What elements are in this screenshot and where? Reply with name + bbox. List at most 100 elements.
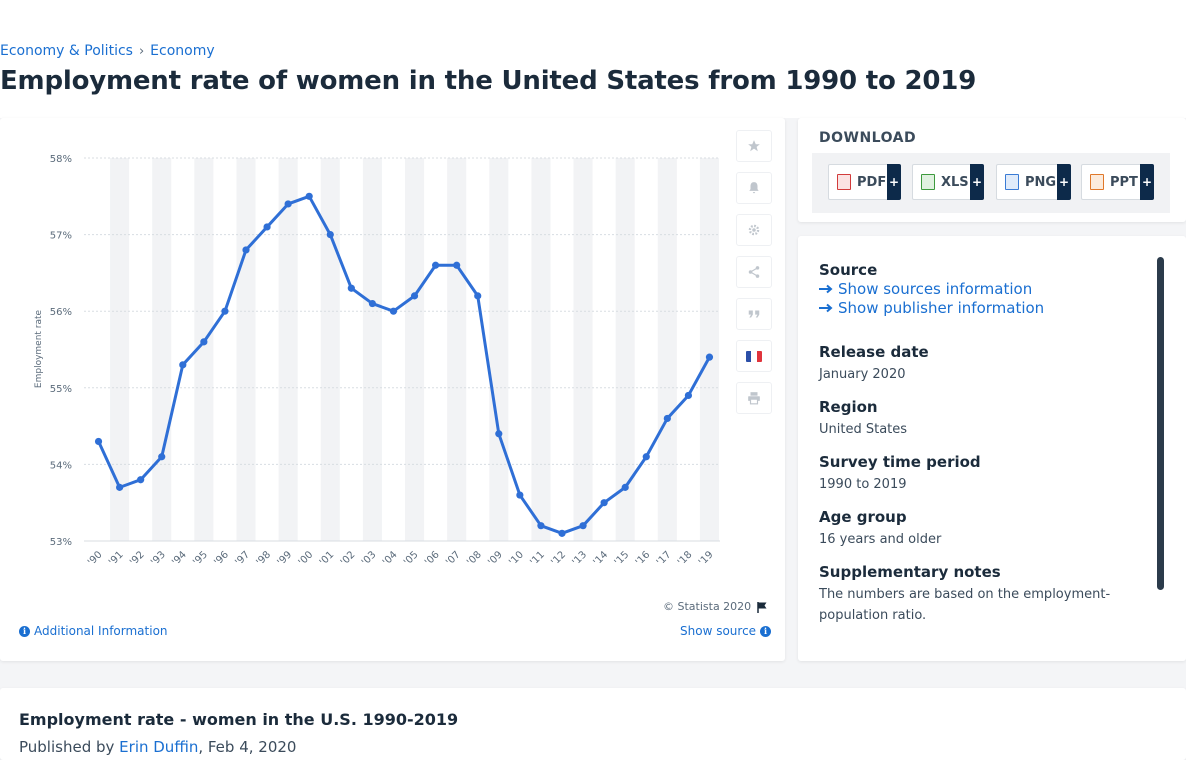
top-band — [0, 0, 1186, 118]
show-source-label: Show source — [680, 624, 757, 638]
share-button[interactable] — [736, 256, 772, 288]
x-tick-label: '17 — [655, 549, 674, 568]
x-tick-label: '90 — [86, 549, 105, 568]
age-group-label: Age group — [819, 508, 907, 526]
column-band — [489, 158, 509, 541]
x-tick-label: '06 — [423, 549, 442, 568]
supplementary-notes-section: Supplementary notes The numbers are base… — [819, 563, 1119, 626]
x-tick-label: '13 — [570, 549, 589, 568]
quote-icon — [748, 310, 760, 318]
release-date-section: Release date January 2020 — [819, 343, 929, 385]
x-tick-label: '00 — [297, 549, 316, 568]
column-band — [531, 158, 551, 541]
download-png-button[interactable]: PNG + — [996, 164, 1071, 200]
data-point — [537, 522, 545, 530]
source-section: Source Show sources information Show pub… — [819, 261, 1044, 317]
info-icon: i — [760, 625, 772, 637]
data-point — [516, 491, 524, 499]
breadcrumb-economy[interactable]: Economy — [150, 43, 215, 59]
survey-period-label: Survey time period — [819, 453, 981, 471]
report-flag-icon[interactable] — [756, 601, 768, 613]
ppt-plus: + — [1140, 164, 1154, 200]
metadata-card: Source Show sources information Show pub… — [798, 236, 1186, 661]
show-publisher-link[interactable]: Show publisher information — [819, 299, 1044, 317]
author-link[interactable]: Erin Duffin — [119, 738, 199, 756]
french-flag-icon — [746, 350, 762, 362]
published-date: , Feb 4, 2020 — [198, 738, 297, 756]
png-file-icon — [1005, 174, 1019, 190]
data-point — [705, 353, 714, 361]
show-sources-link[interactable]: Show sources information — [819, 280, 1044, 298]
settings-button[interactable] — [736, 214, 772, 246]
metadata-scrollbar[interactable] — [1157, 257, 1164, 590]
survey-period-value: 1990 to 2019 — [819, 477, 907, 492]
supplementary-notes-label: Supplementary notes — [819, 563, 1001, 581]
y-tick-label: 53% — [50, 537, 72, 548]
data-point — [137, 476, 145, 484]
download-xls-button[interactable]: XLS + — [912, 164, 984, 200]
x-tick-label: '99 — [276, 549, 295, 568]
x-tick-label: '04 — [381, 549, 400, 568]
region-section: Region United States — [819, 398, 907, 440]
column-band — [152, 158, 172, 541]
data-point — [242, 246, 250, 254]
data-point — [495, 430, 503, 438]
data-point — [326, 231, 334, 239]
print-button[interactable] — [736, 382, 772, 414]
data-point — [368, 299, 376, 308]
x-tick-label: '19 — [697, 549, 716, 568]
favorite-button[interactable] — [736, 130, 772, 162]
notification-button[interactable] — [736, 172, 772, 204]
x-tick-label: '09 — [486, 549, 505, 568]
chart-card: 53% 54% 55% 56% 57% 58% Employment rate '90'91 '… — [0, 118, 785, 661]
x-tick-label: '01 — [318, 549, 337, 568]
data-point — [179, 361, 187, 369]
ppt-file-icon — [1090, 174, 1104, 190]
x-tick-label: '11 — [528, 549, 547, 568]
x-tick-label: '93 — [149, 549, 168, 568]
breadcrumb-economy-politics[interactable]: Economy & Politics — [0, 43, 133, 59]
x-tick-label: '91 — [107, 549, 126, 568]
x-tick-label: '96 — [212, 549, 231, 568]
xls-label: XLS — [941, 174, 969, 190]
arrow-right-icon — [819, 303, 833, 313]
x-tick-label: '16 — [634, 549, 653, 568]
published-prefix: Published by — [19, 738, 115, 756]
age-group-section: Age group 16 years and older — [819, 508, 941, 550]
column-band — [573, 158, 593, 541]
show-source-link[interactable]: Show source i — [680, 624, 772, 638]
x-tick-label: '97 — [233, 549, 252, 568]
download-ppt-button[interactable]: PPT + — [1081, 164, 1154, 200]
copyright-text: © Statista 2020 — [663, 600, 752, 613]
data-point — [284, 200, 292, 208]
supplementary-notes-value: The numbers are based on the employment-… — [819, 587, 1111, 623]
x-tick-label: '07 — [444, 549, 463, 568]
y-tick-label: 54% — [50, 460, 72, 471]
y-axis-label: Employment rate — [34, 309, 44, 388]
additional-information-link[interactable]: i Additional Information — [19, 624, 168, 638]
x-tick-label: '92 — [128, 549, 147, 568]
column-band — [699, 158, 719, 541]
cite-button[interactable] — [736, 298, 772, 330]
x-tick-label: '12 — [549, 549, 568, 568]
column-band — [194, 158, 214, 541]
french-version-button[interactable] — [736, 340, 772, 372]
data-point — [453, 261, 461, 269]
bell-icon — [749, 182, 759, 194]
column-band — [657, 158, 677, 541]
x-tick-label: '14 — [592, 549, 611, 568]
breadcrumb-separator: › — [138, 43, 145, 59]
show-sources-label: Show sources information — [838, 280, 1033, 298]
data-point — [621, 483, 629, 491]
data-point — [221, 307, 229, 315]
region-label: Region — [819, 398, 878, 416]
column-band — [447, 158, 467, 541]
pdf-label: PDF — [857, 174, 887, 190]
download-pdf-button[interactable]: PDF + — [828, 164, 901, 200]
column-band — [405, 158, 425, 541]
data-point — [474, 292, 482, 300]
column-band — [615, 158, 635, 541]
print-icon — [748, 392, 760, 405]
additional-information-label: Additional Information — [34, 624, 168, 638]
region-value: United States — [819, 422, 908, 437]
